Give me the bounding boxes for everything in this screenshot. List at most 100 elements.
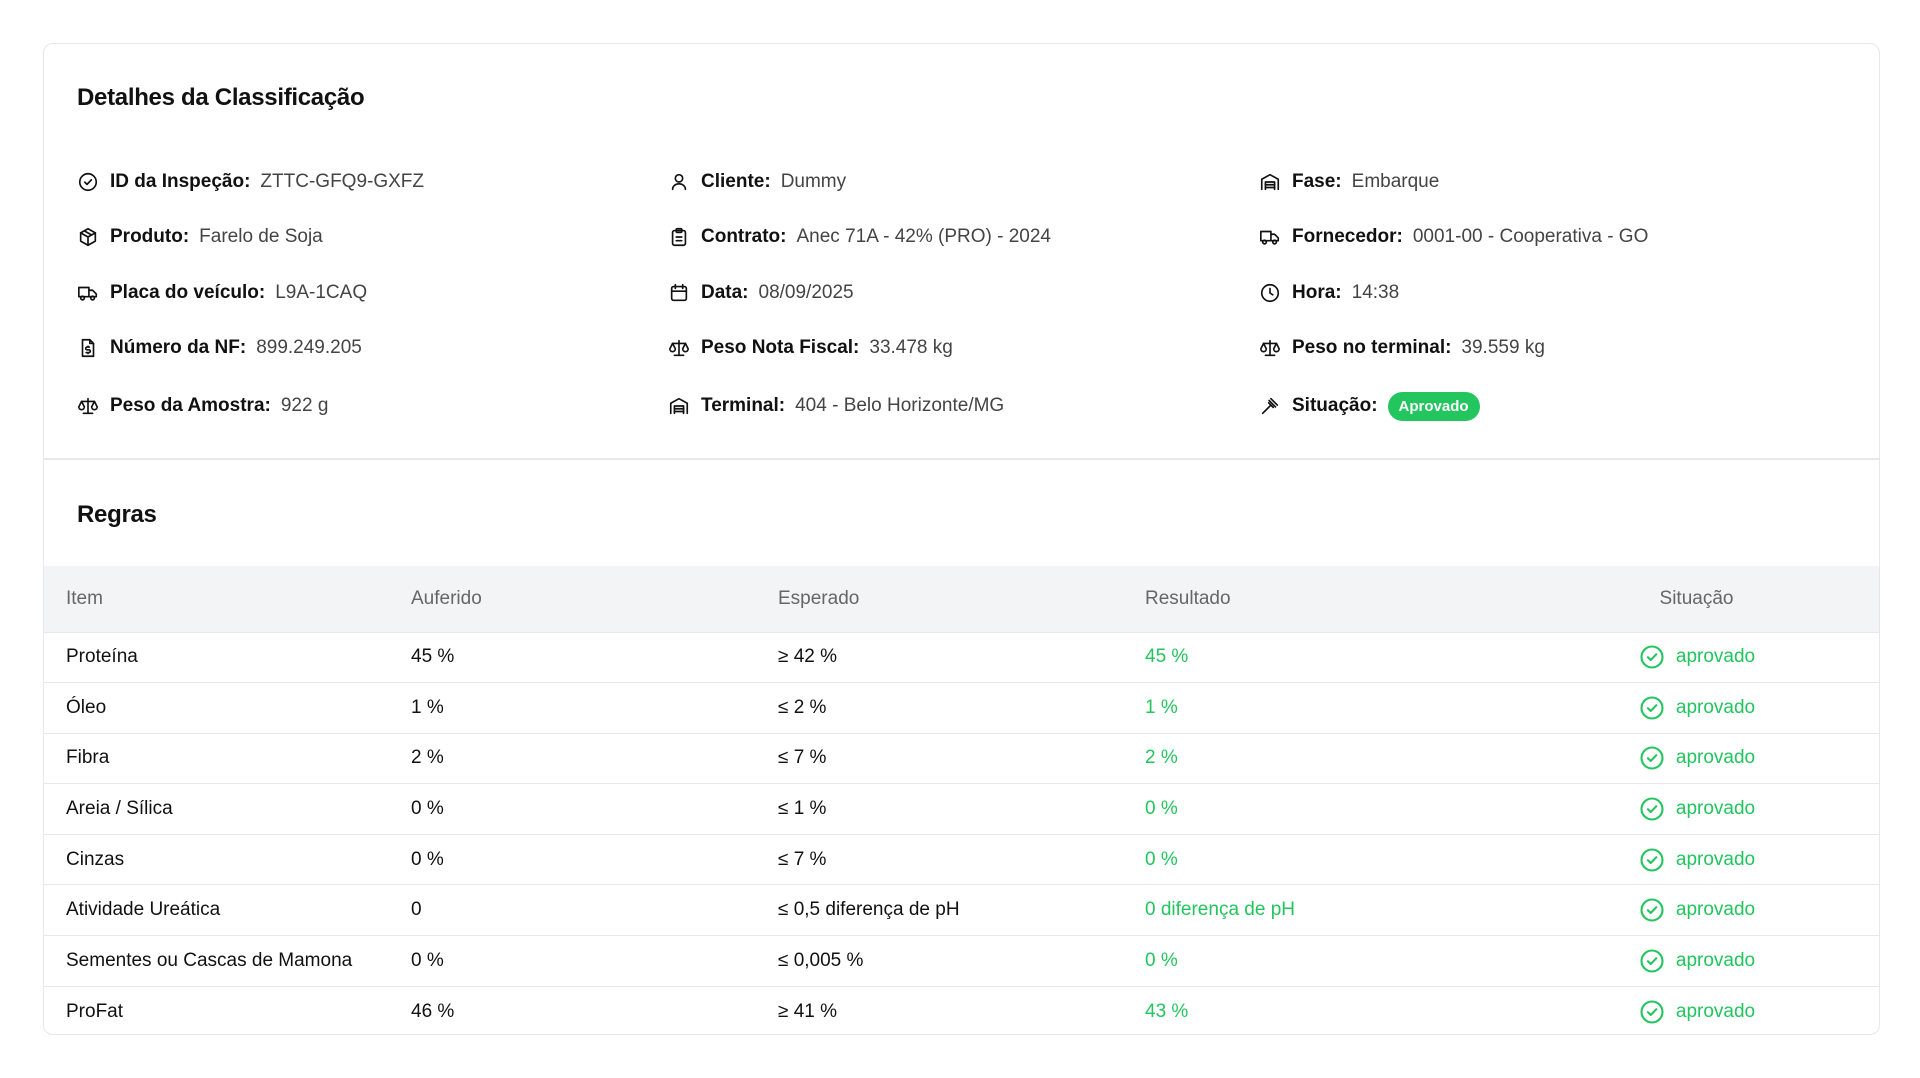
detail-value: 404 - Belo Horizonte/MG xyxy=(795,395,1005,416)
table-row: Óleo 1 % ≤ 2 % 1 % aprovado xyxy=(44,682,1879,734)
cell-auferido: 45 % xyxy=(411,631,778,683)
user-icon xyxy=(668,171,690,193)
rules-table: Item Auferido Esperado Resultado Situaçã… xyxy=(44,566,1879,1034)
circle-check-icon xyxy=(1638,998,1676,1026)
header-esperado[interactable]: Esperado xyxy=(778,587,860,609)
detail-label: Data: xyxy=(701,281,749,303)
details-row: Número da NF: 899.249.205 Peso Nota Fiscal… xyxy=(77,321,1867,377)
clipboard-icon xyxy=(668,226,690,248)
cell-item: Fibra xyxy=(44,732,411,784)
cell-auferido: 0 xyxy=(411,884,778,936)
circle-check-icon xyxy=(1638,947,1676,975)
cell-resultado: 0 diferença de pH xyxy=(1145,884,1512,936)
detail-label: Situação: xyxy=(1292,395,1378,416)
circle-check-icon xyxy=(1638,744,1676,772)
gavel-icon xyxy=(1259,395,1281,417)
status-text: aprovado xyxy=(1675,848,1756,870)
detail-value: 0001-00 - Cooperativa - GO xyxy=(1412,226,1649,248)
detail-value: L9A-1CAQ xyxy=(275,281,368,303)
status-approved: aprovado xyxy=(1512,846,1879,874)
detail-label: Fornecedor: xyxy=(1292,226,1403,248)
cell-situacao: aprovado xyxy=(1512,682,1879,734)
file-dollar-icon xyxy=(77,337,99,359)
detail-value: Anec 71A - 42% (PRO) - 2024 xyxy=(796,226,1051,248)
scale-icon xyxy=(77,395,99,417)
cell-auferido: 0 % xyxy=(411,783,778,835)
cell-situacao: aprovado xyxy=(1512,833,1879,885)
detail-value: Embarque xyxy=(1351,170,1440,192)
table-row: Fibra 2 % ≤ 7 % 2 % aprovado xyxy=(44,732,1879,784)
status-text: aprovado xyxy=(1675,949,1756,971)
rules-table-header: Item Auferido Esperado Resultado Situaçã… xyxy=(44,566,1879,632)
status-badge: Aprovado xyxy=(1387,391,1480,421)
rules-title: Regras xyxy=(77,501,157,528)
cell-situacao: aprovado xyxy=(1512,935,1879,987)
cell-situacao: aprovado xyxy=(1512,732,1879,784)
warehouse-icon xyxy=(668,395,690,417)
details-title: Detalhes da Classificação xyxy=(77,84,365,111)
details-section: Detalhes da Classificação ID da Inspeção… xyxy=(44,44,1879,460)
cell-item: Sementes ou Cascas de Mamona xyxy=(44,935,411,987)
status-approved: aprovado xyxy=(1512,795,1879,823)
detail-field: ID da Inspeção: ZTTC-GFQ9-GXFZ xyxy=(77,171,668,193)
circle-check-icon xyxy=(1638,643,1676,671)
truck-icon xyxy=(1259,226,1281,248)
detail-field: Placa do veículo: L9A-1CAQ xyxy=(77,282,668,304)
status-approved: aprovado xyxy=(1512,998,1879,1026)
table-row: Atividade Ureática 0 ≤ 0,5 diferença de pH… xyxy=(44,884,1879,936)
table-row: Proteína 45 % ≥ 42 % 45 % aprovado xyxy=(44,631,1879,683)
cell-esperado: ≤ 1 % xyxy=(778,783,1145,835)
header-auferido[interactable]: Auferido xyxy=(411,587,482,609)
details-row: Placa do veículo: L9A-1CAQ Data: 08/09/2025… xyxy=(77,265,1867,321)
cell-resultado: 45 % xyxy=(1145,631,1512,683)
detail-field: Fase: Embarque xyxy=(1259,171,1850,193)
detail-value: 33.478 kg xyxy=(869,337,953,359)
cell-resultado: 43 % xyxy=(1145,985,1512,1034)
detail-field: Produto: Farelo de Soja xyxy=(77,226,668,248)
detail-label: Peso no terminal: xyxy=(1292,337,1452,359)
detail-field: Hora: 14:38 xyxy=(1259,282,1850,304)
detail-label: Número da NF: xyxy=(110,337,247,359)
header-situacao[interactable]: Situação xyxy=(1659,587,1734,609)
circle-check-icon xyxy=(1638,896,1676,924)
cell-resultado: 0 % xyxy=(1145,935,1512,987)
table-row: Areia / Sílica 0 % ≤ 1 % 0 % aprovado xyxy=(44,783,1879,835)
detail-label: ID da Inspeção: xyxy=(110,170,251,192)
detail-label: Contrato: xyxy=(701,226,787,248)
classification-card: Detalhes da Classificação ID da Inspeção… xyxy=(43,43,1880,1035)
detail-value: 08/09/2025 xyxy=(758,281,854,303)
detail-value: 922 g xyxy=(280,395,329,416)
header-resultado[interactable]: Resultado xyxy=(1145,587,1231,609)
status-text: aprovado xyxy=(1675,747,1756,769)
detail-label: Fase: xyxy=(1292,170,1342,192)
cell-resultado: 2 % xyxy=(1145,732,1512,784)
detail-value: ZTTC-GFQ9-GXFZ xyxy=(260,170,425,192)
detail-label: Placa do veículo: xyxy=(110,281,266,303)
status-text: aprovado xyxy=(1675,1000,1756,1022)
cell-item: Areia / Sílica xyxy=(44,783,411,835)
detail-label: Cliente: xyxy=(701,170,771,192)
detail-value: 39.559 kg xyxy=(1461,337,1545,359)
detail-field: Peso da Amostra: 922 g xyxy=(77,395,668,417)
cell-esperado: ≤ 2 % xyxy=(778,682,1145,734)
cell-esperado: ≤ 0,5 diferença de pH xyxy=(778,884,1145,936)
detail-label: Peso Nota Fiscal: xyxy=(701,337,860,359)
status-text: aprovado xyxy=(1675,646,1756,668)
detail-value: Farelo de Soja xyxy=(199,226,323,248)
cell-item: ProFat xyxy=(44,985,411,1034)
detail-value: 14:38 xyxy=(1351,281,1400,303)
header-item[interactable]: Item xyxy=(66,587,103,609)
scale-icon xyxy=(668,337,690,359)
cell-situacao: aprovado xyxy=(1512,884,1879,936)
circle-check-icon xyxy=(1638,694,1676,722)
detail-label: Produto: xyxy=(110,226,190,248)
cell-auferido: 2 % xyxy=(411,732,778,784)
status-text: aprovado xyxy=(1675,899,1756,921)
details-row: Peso da Amostra: 922 g Terminal: 404 - Belo… xyxy=(77,376,1867,436)
table-row: Sementes ou Cascas de Mamona 0 % ≤ 0,005 %… xyxy=(44,935,1879,987)
detail-label: Terminal: xyxy=(701,395,786,416)
detail-value: Dummy xyxy=(780,170,847,192)
detail-label: Hora: xyxy=(1292,281,1342,303)
status-text: aprovado xyxy=(1675,798,1756,820)
cell-situacao: aprovado xyxy=(1512,631,1879,683)
